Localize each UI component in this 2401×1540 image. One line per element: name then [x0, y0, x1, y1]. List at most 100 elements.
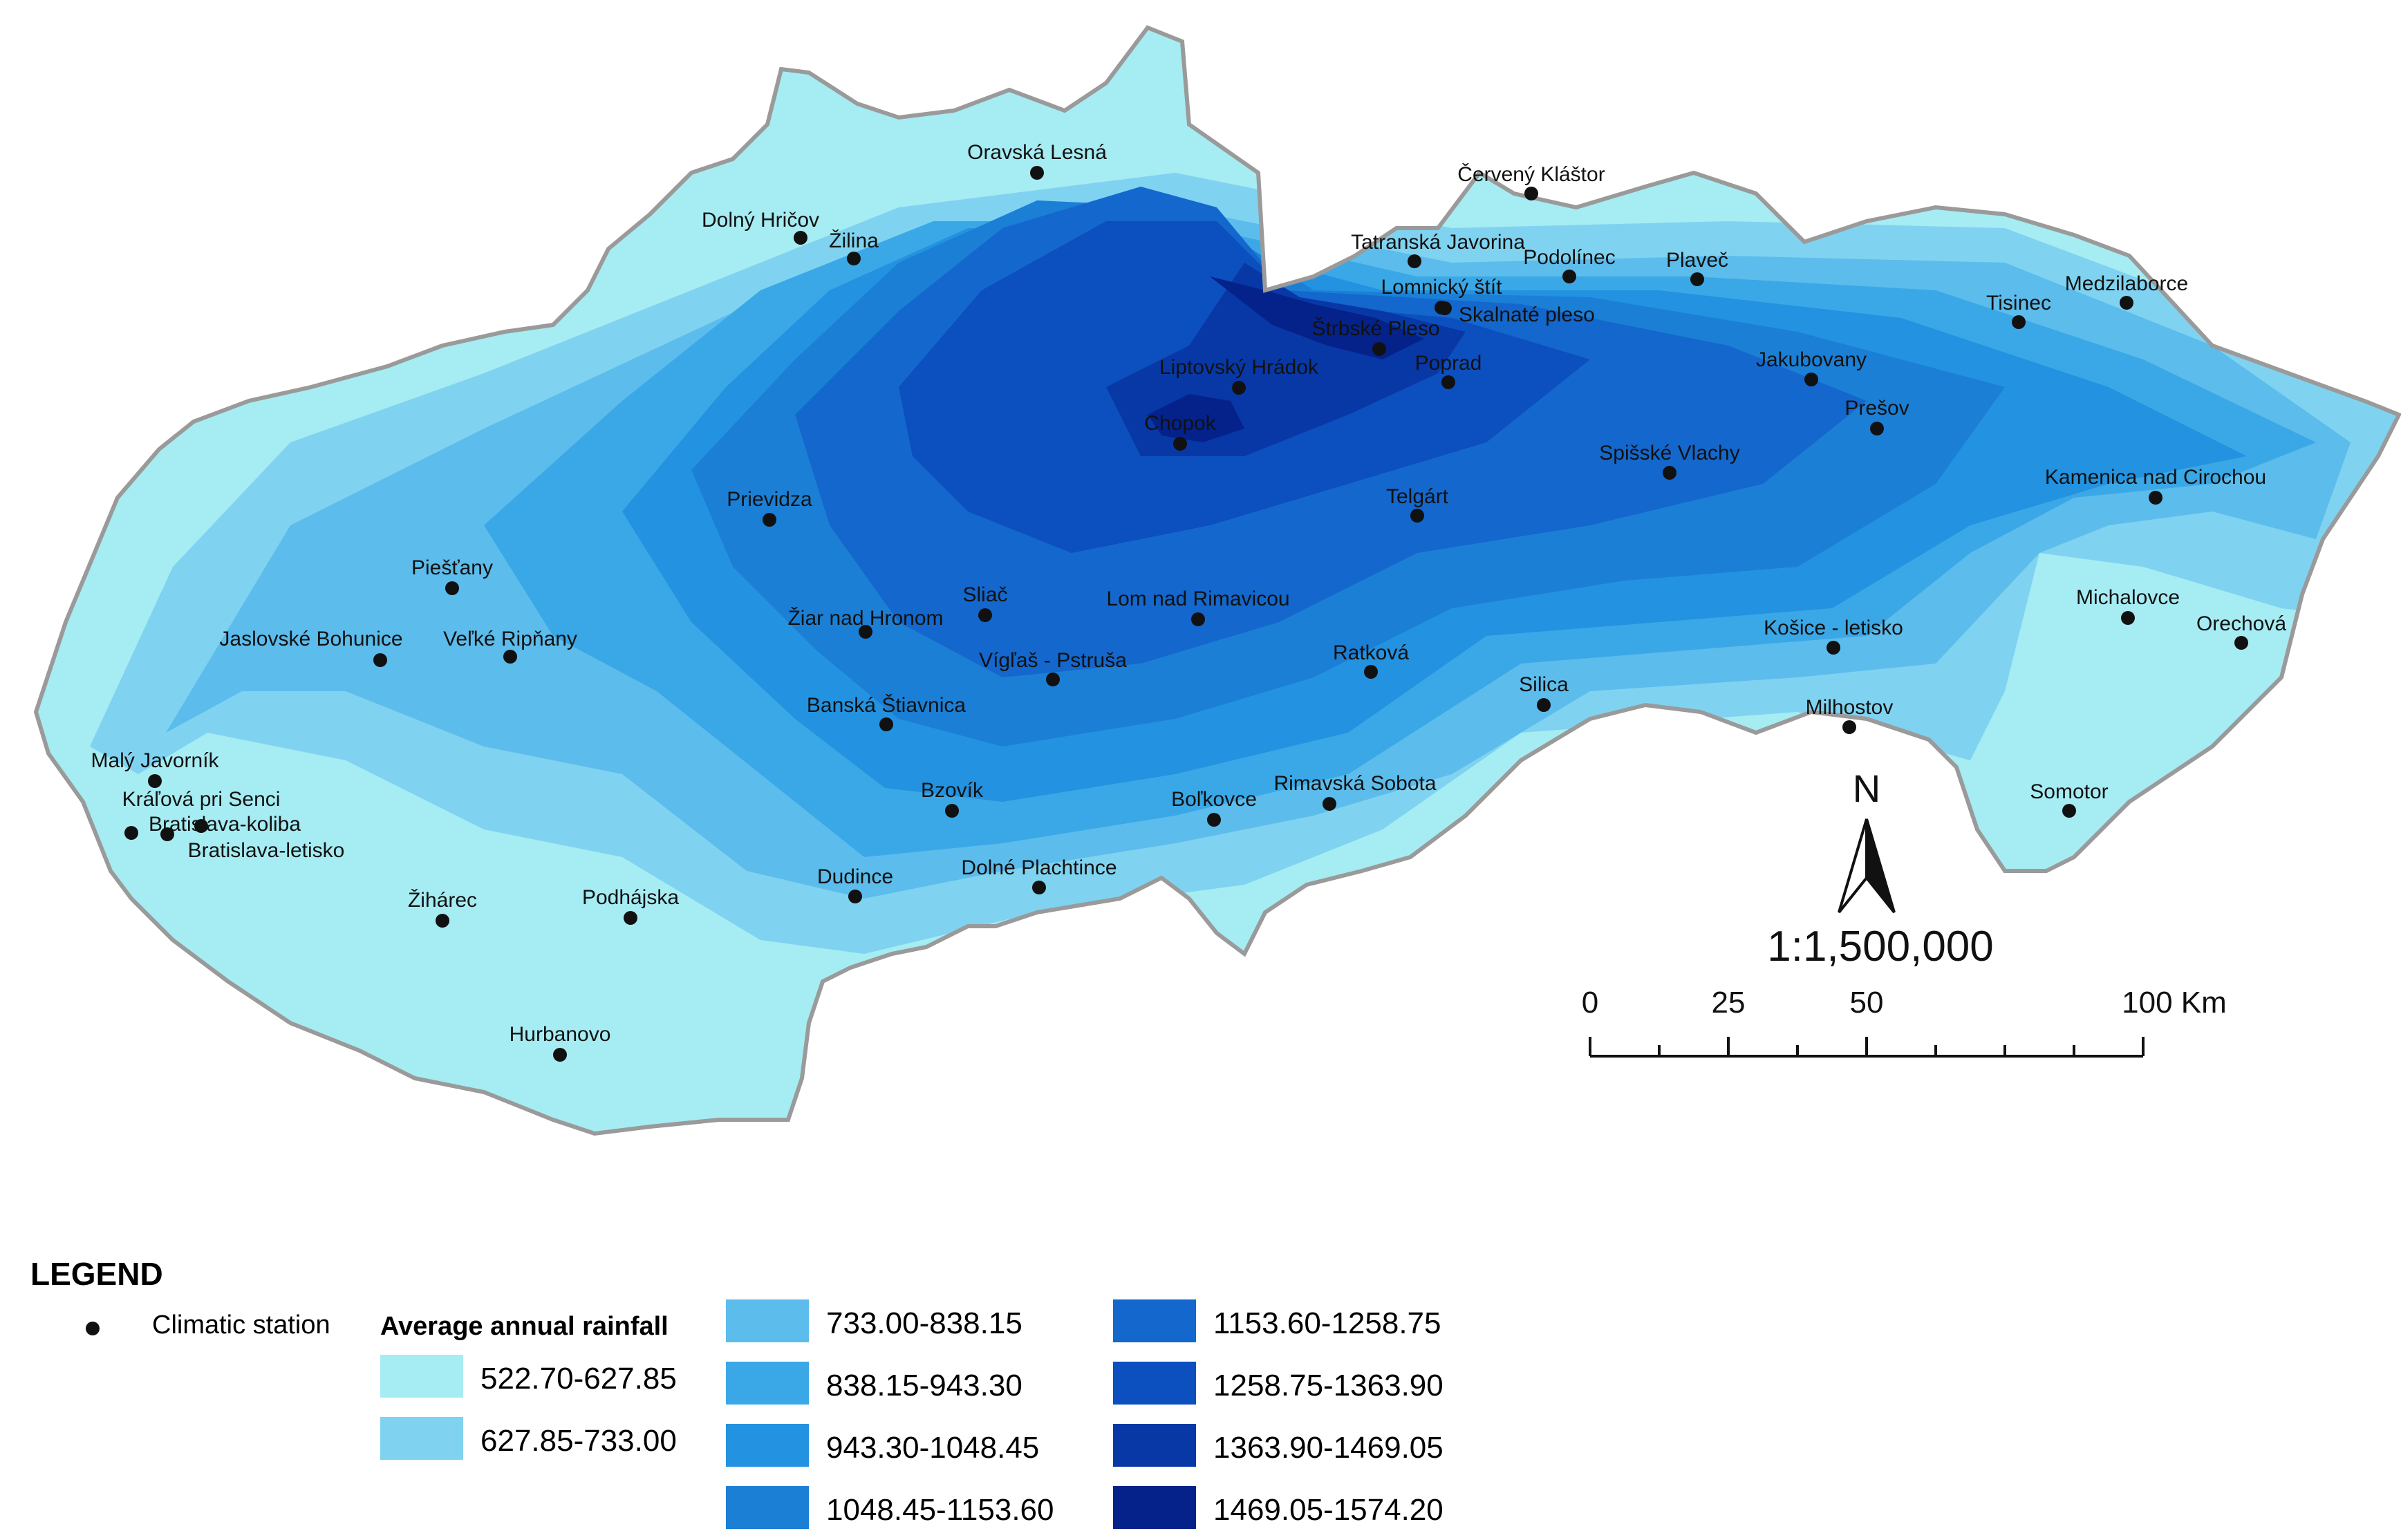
zone-1469-1574 — [1148, 276, 1424, 442]
station-label: Sliač — [962, 583, 1007, 606]
station-kamenica-nad-cirochou: Kamenica nad Cirochou — [2045, 466, 2266, 505]
station-dot-icon — [2234, 636, 2248, 650]
station-bolkovce: Boľkovce — [1171, 788, 1257, 827]
station-dot-icon — [879, 717, 893, 731]
station-bratislava-letisko: Bratislava-letisko — [124, 826, 344, 862]
station-dot-icon — [2062, 804, 2076, 818]
station-dot-icon — [1441, 375, 1455, 389]
station-telgart: Telgárt — [1386, 485, 1449, 523]
station-label: Skalnaté pleso — [1459, 303, 1595, 326]
station-prievidza: Prievidza — [727, 488, 812, 527]
scale-bar — [1589, 1037, 2145, 1058]
station-tatranska-javorina: Tatranská Javorina — [1351, 231, 1525, 268]
station-dot-icon — [794, 231, 807, 245]
station-label: Lomnický štít — [1381, 276, 1502, 299]
legend-color-swatch — [380, 1355, 463, 1398]
station-spisske-vlachy: Spišské Vlachy — [1599, 442, 1740, 480]
legend-class-item: 1469.05-1574.20 — [1113, 1486, 1500, 1532]
station-presov: Prešov — [1844, 397, 1909, 435]
station-label: Prešov — [1844, 397, 1909, 420]
station-hurbanovo: Hurbanovo — [510, 1023, 610, 1062]
station-dot-icon — [1232, 381, 1246, 395]
station-chopok: Chopok — [1144, 412, 1217, 451]
station-label: Košice - letisko — [1764, 617, 1903, 639]
station-label: Chopok — [1144, 412, 1216, 435]
station-label: Piešťany — [411, 556, 493, 579]
station-tisinec: Tisinec — [1986, 292, 2051, 329]
station-label: Vígľaš - Pstruša — [979, 649, 1127, 672]
legend-station-label: Climatic station — [152, 1311, 330, 1340]
station-label: Jakubovany — [1756, 348, 1867, 371]
station-dot-icon — [1870, 422, 1884, 435]
north-arrow: N — [1838, 767, 1896, 914]
legend-class-label: 1363.90-1469.05 — [1213, 1431, 1444, 1465]
station-bzovik: Bzovík — [921, 779, 984, 818]
station-dot-icon — [148, 774, 162, 788]
station-label: Banská Štiavnica — [807, 693, 966, 717]
legend-class-label: 1048.45-1153.60 — [826, 1493, 1054, 1527]
station-podhajska: Podhájska — [582, 886, 679, 925]
station-label: Poprad — [1415, 352, 1482, 375]
station-dot-icon — [1173, 437, 1187, 451]
legend-class-item: 1153.60-1258.75 — [1113, 1299, 1500, 1345]
station-dot-icon — [763, 513, 776, 527]
station-lomnicky-stit: Lomnický štít — [1381, 276, 1502, 314]
legend-color-swatch — [1113, 1362, 1196, 1405]
station-dot-icon — [2012, 315, 2026, 329]
station-dot-icon — [2120, 296, 2133, 310]
station-label: Ratková — [1333, 641, 1409, 664]
station-zilina: Žilina — [829, 229, 879, 265]
station-label: Spišské Vlachy — [1599, 442, 1739, 464]
station-strbske-pleso: Štrbské Pleso — [1311, 317, 1440, 356]
scale-tick-25: 25 — [1712, 986, 1746, 1020]
legend-color-swatch — [1113, 1486, 1196, 1529]
station-label: Boľkovce — [1171, 788, 1257, 811]
legend-color-swatch — [380, 1417, 463, 1460]
station-rimavska-sobota: Rimavská Sobota — [1273, 772, 1437, 811]
station-dot-icon — [373, 653, 387, 667]
station-label: Lom nad Rimavicou — [1106, 588, 1289, 610]
station-label: Tisinec — [1986, 292, 2051, 314]
station-dot-icon — [1804, 373, 1818, 386]
station-dot-icon — [859, 625, 872, 639]
station-medzilaborce: Medzilaborce — [2065, 272, 2188, 310]
station-label: Bzovík — [921, 779, 984, 802]
station-dot-icon — [1842, 720, 1856, 734]
station-dot-icon — [553, 1048, 567, 1062]
scale-ratio: 1:1,500,000 — [1767, 923, 1994, 970]
legend-class-item: 1363.90-1469.05 — [1113, 1424, 1500, 1469]
station-dudince: Dudince — [817, 865, 893, 903]
legend-class-item: 1048.45-1153.60 — [726, 1486, 1113, 1532]
station-dot-icon — [86, 1322, 100, 1335]
country-border — [33, 25, 2401, 1136]
station-maly-javornik: Malý Javorník — [91, 749, 220, 788]
legend-class-item: 943.30-1048.45 — [726, 1424, 1113, 1469]
station-jaslovske-bohunice: Jaslovské Bohunice — [219, 628, 403, 667]
station-label: Rimavská Sobota — [1273, 772, 1436, 795]
station-cerveny-klastor: Červený Kláštor — [1457, 162, 1605, 200]
station-bratislava-koliba: Bratislava-koliba — [149, 813, 301, 841]
station-plavec: Plaveč — [1666, 249, 1728, 286]
legend-rainfall-title: Average annual rainfall — [380, 1312, 669, 1341]
station-dolne-plachtince: Dolné Plachtince — [961, 856, 1117, 894]
legend-color-swatch — [1113, 1424, 1196, 1467]
legend-color-swatch — [726, 1299, 809, 1342]
legend-class-label: 733.00-838.15 — [826, 1306, 1022, 1340]
station-kralova-pri-senci: Kráľová pri Senci — [122, 788, 280, 833]
legend-color-swatch — [726, 1424, 809, 1467]
station-label: Dudince — [817, 865, 893, 888]
legend-color-swatch — [726, 1486, 809, 1529]
station-dot-icon — [194, 819, 208, 833]
station-label: Milhostov — [1806, 696, 1894, 719]
station-ratkova: Ratková — [1333, 641, 1409, 679]
scale-tick-50: 50 — [1850, 986, 1884, 1020]
scale-tick-100: 100 Km — [2122, 986, 2227, 1020]
station-dot-icon — [503, 650, 517, 664]
station-ziharec: Žihárec — [408, 889, 477, 928]
station-dot-icon — [1562, 270, 1576, 283]
station-liptovsky-hradok: Liptovský Hrádok — [1159, 356, 1319, 395]
station-lom-nad-rimavicou: Lom nad Rimavicou — [1106, 588, 1290, 626]
station-dot-icon — [1408, 254, 1421, 268]
station-dot-icon — [124, 826, 138, 840]
